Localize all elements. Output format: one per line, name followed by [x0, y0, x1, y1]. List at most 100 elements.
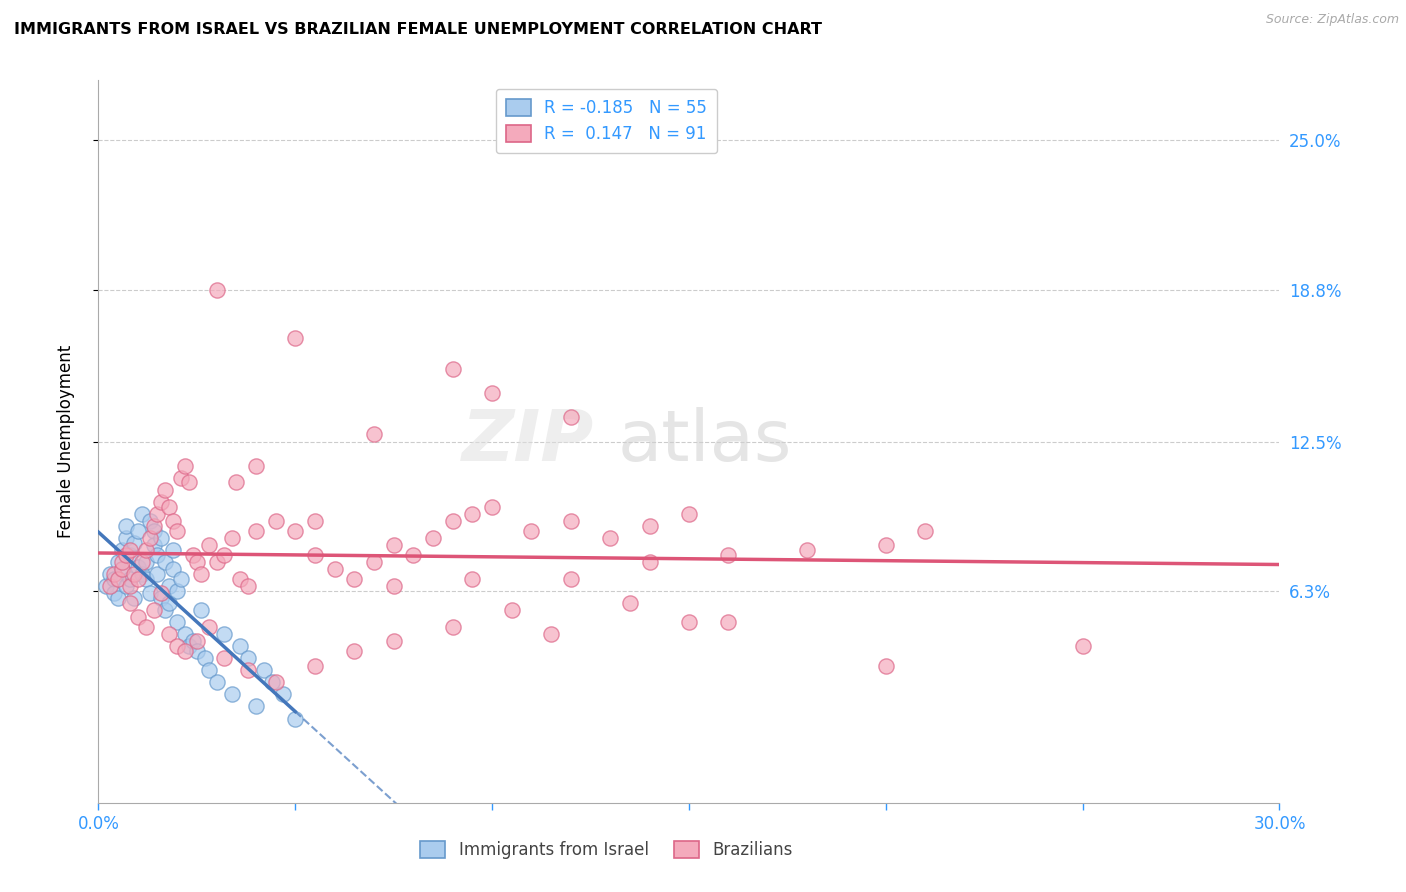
Point [717, 615, 740, 630]
Point [118, 572, 141, 586]
Point [138, 514, 160, 528]
Point [157, 500, 180, 514]
Point [205, 283, 228, 297]
Text: atlas: atlas [619, 407, 793, 476]
Point [115, 548, 138, 562]
Point [115, 519, 138, 533]
Point [111, 562, 134, 576]
Point [619, 596, 641, 610]
Point [138, 531, 160, 545]
Point [441, 620, 464, 634]
Point [560, 410, 582, 425]
Point [343, 644, 366, 658]
Point [111, 555, 134, 569]
Point [1071, 639, 1094, 653]
Point [122, 591, 145, 606]
Point [343, 572, 366, 586]
Point [264, 514, 287, 528]
Point [501, 603, 523, 617]
Point [146, 507, 169, 521]
Point [142, 538, 165, 552]
Point [170, 572, 193, 586]
Point [236, 664, 259, 678]
Point [138, 586, 160, 600]
Point [225, 475, 247, 490]
Point [150, 586, 173, 600]
Point [560, 572, 582, 586]
Point [118, 596, 141, 610]
Point [441, 362, 464, 376]
Point [284, 331, 307, 345]
Point [221, 531, 243, 545]
Point [111, 542, 134, 557]
Point [194, 651, 217, 665]
Point [162, 542, 184, 557]
Point [190, 567, 212, 582]
Point [127, 572, 149, 586]
Point [174, 458, 197, 473]
Point [481, 500, 503, 514]
Point [197, 664, 219, 678]
Point [131, 567, 153, 582]
Point [205, 555, 228, 569]
Point [638, 555, 661, 569]
Point [382, 634, 405, 648]
Point [304, 548, 326, 562]
Point [363, 427, 385, 442]
Point [638, 519, 661, 533]
Point [441, 514, 464, 528]
Point [875, 658, 897, 673]
Point [599, 531, 621, 545]
Point [264, 675, 287, 690]
Point [914, 524, 936, 538]
Point [186, 644, 208, 658]
Point [197, 538, 219, 552]
Point [177, 475, 200, 490]
Point [142, 603, 165, 617]
Point [155, 483, 177, 497]
Point [115, 579, 138, 593]
Point [142, 524, 165, 538]
Point [260, 675, 283, 690]
Point [323, 562, 346, 576]
Point [115, 531, 138, 545]
Point [382, 579, 405, 593]
Point [107, 591, 129, 606]
Point [190, 603, 212, 617]
Point [177, 639, 200, 653]
Text: Source: ZipAtlas.com: Source: ZipAtlas.com [1265, 13, 1399, 27]
Point [540, 627, 562, 641]
Point [214, 548, 236, 562]
Point [107, 555, 129, 569]
Point [146, 567, 169, 582]
Point [146, 548, 169, 562]
Point [284, 524, 307, 538]
Point [157, 596, 180, 610]
Point [229, 639, 252, 653]
Point [481, 386, 503, 401]
Point [118, 579, 141, 593]
Point [131, 555, 153, 569]
Point [221, 687, 243, 701]
Point [135, 555, 157, 569]
Point [103, 567, 125, 582]
Point [103, 572, 125, 586]
Point [236, 579, 259, 593]
Point [111, 562, 134, 576]
Legend: Immigrants from Israel, Brazilians: Immigrants from Israel, Brazilians [420, 841, 793, 860]
Point [150, 531, 173, 545]
Point [98, 567, 121, 582]
Point [186, 634, 208, 648]
Point [127, 610, 149, 624]
Point [166, 615, 188, 630]
Point [170, 471, 193, 485]
Point [875, 538, 897, 552]
Point [131, 507, 153, 521]
Point [186, 555, 208, 569]
Point [284, 712, 307, 726]
Point [678, 507, 700, 521]
Point [273, 687, 295, 701]
Point [155, 555, 177, 569]
Point [166, 583, 188, 598]
Point [122, 535, 145, 549]
